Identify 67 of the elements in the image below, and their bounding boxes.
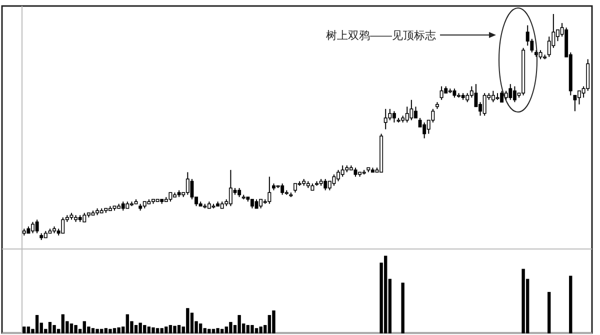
bar [134, 325, 138, 334]
bar [216, 328, 220, 334]
bar [70, 324, 74, 334]
candlestick [538, 50, 542, 60]
candlestick [384, 108, 388, 130]
bar [74, 325, 78, 334]
candlestick [190, 178, 194, 200]
candlestick [259, 198, 263, 209]
candlestick [82, 212, 86, 222]
candlestick [250, 198, 254, 209]
candlestick [238, 188, 242, 198]
bar [22, 326, 26, 334]
candlestick [254, 198, 258, 209]
bar [173, 326, 176, 334]
candlestick [526, 24, 530, 46]
candlestick [324, 178, 328, 191]
candlestick [410, 99, 414, 121]
candlestick [474, 84, 478, 108]
candlestick [414, 106, 418, 118]
bar [152, 327, 155, 334]
bar [126, 314, 130, 334]
candlestick [504, 90, 508, 100]
bar [177, 325, 181, 334]
candlestick [388, 108, 392, 121]
bar [112, 328, 116, 334]
candlestick [508, 84, 512, 100]
bar [272, 310, 276, 334]
candlestick [332, 174, 336, 186]
candlestick [392, 110, 396, 123]
bar [548, 292, 551, 334]
bar [48, 322, 52, 334]
bar [26, 326, 30, 334]
bar [198, 324, 202, 334]
bar [250, 325, 254, 334]
candlestick [482, 92, 486, 116]
bar [35, 315, 39, 334]
candlestick [354, 167, 358, 178]
candlestick [268, 176, 272, 204]
candlestick [466, 92, 470, 103]
candlestick [328, 180, 332, 191]
bar [156, 328, 160, 334]
bar [569, 276, 572, 334]
candlestick [61, 216, 65, 234]
candlestick [422, 122, 426, 139]
bar [254, 328, 258, 334]
candlestick [573, 94, 577, 112]
annotation: 树上双鸦——见顶标志 [326, 29, 436, 42]
bar [147, 326, 151, 334]
candlestick [228, 169, 232, 207]
bar [401, 282, 404, 334]
bar [91, 328, 95, 334]
bar [168, 325, 172, 334]
candlestick [440, 86, 444, 100]
bar [52, 325, 56, 334]
candlestick [340, 164, 344, 178]
candlestick [512, 86, 516, 103]
candlestick [491, 90, 495, 103]
candlestick [452, 88, 456, 98]
bar [212, 328, 216, 334]
candlestick [35, 219, 39, 234]
candlestick [280, 183, 284, 196]
candlestick [186, 172, 190, 196]
candlestick [500, 90, 504, 103]
candlestick [168, 192, 172, 202]
candlestick [405, 106, 409, 123]
bar [108, 328, 112, 334]
candlestick [121, 201, 125, 212]
